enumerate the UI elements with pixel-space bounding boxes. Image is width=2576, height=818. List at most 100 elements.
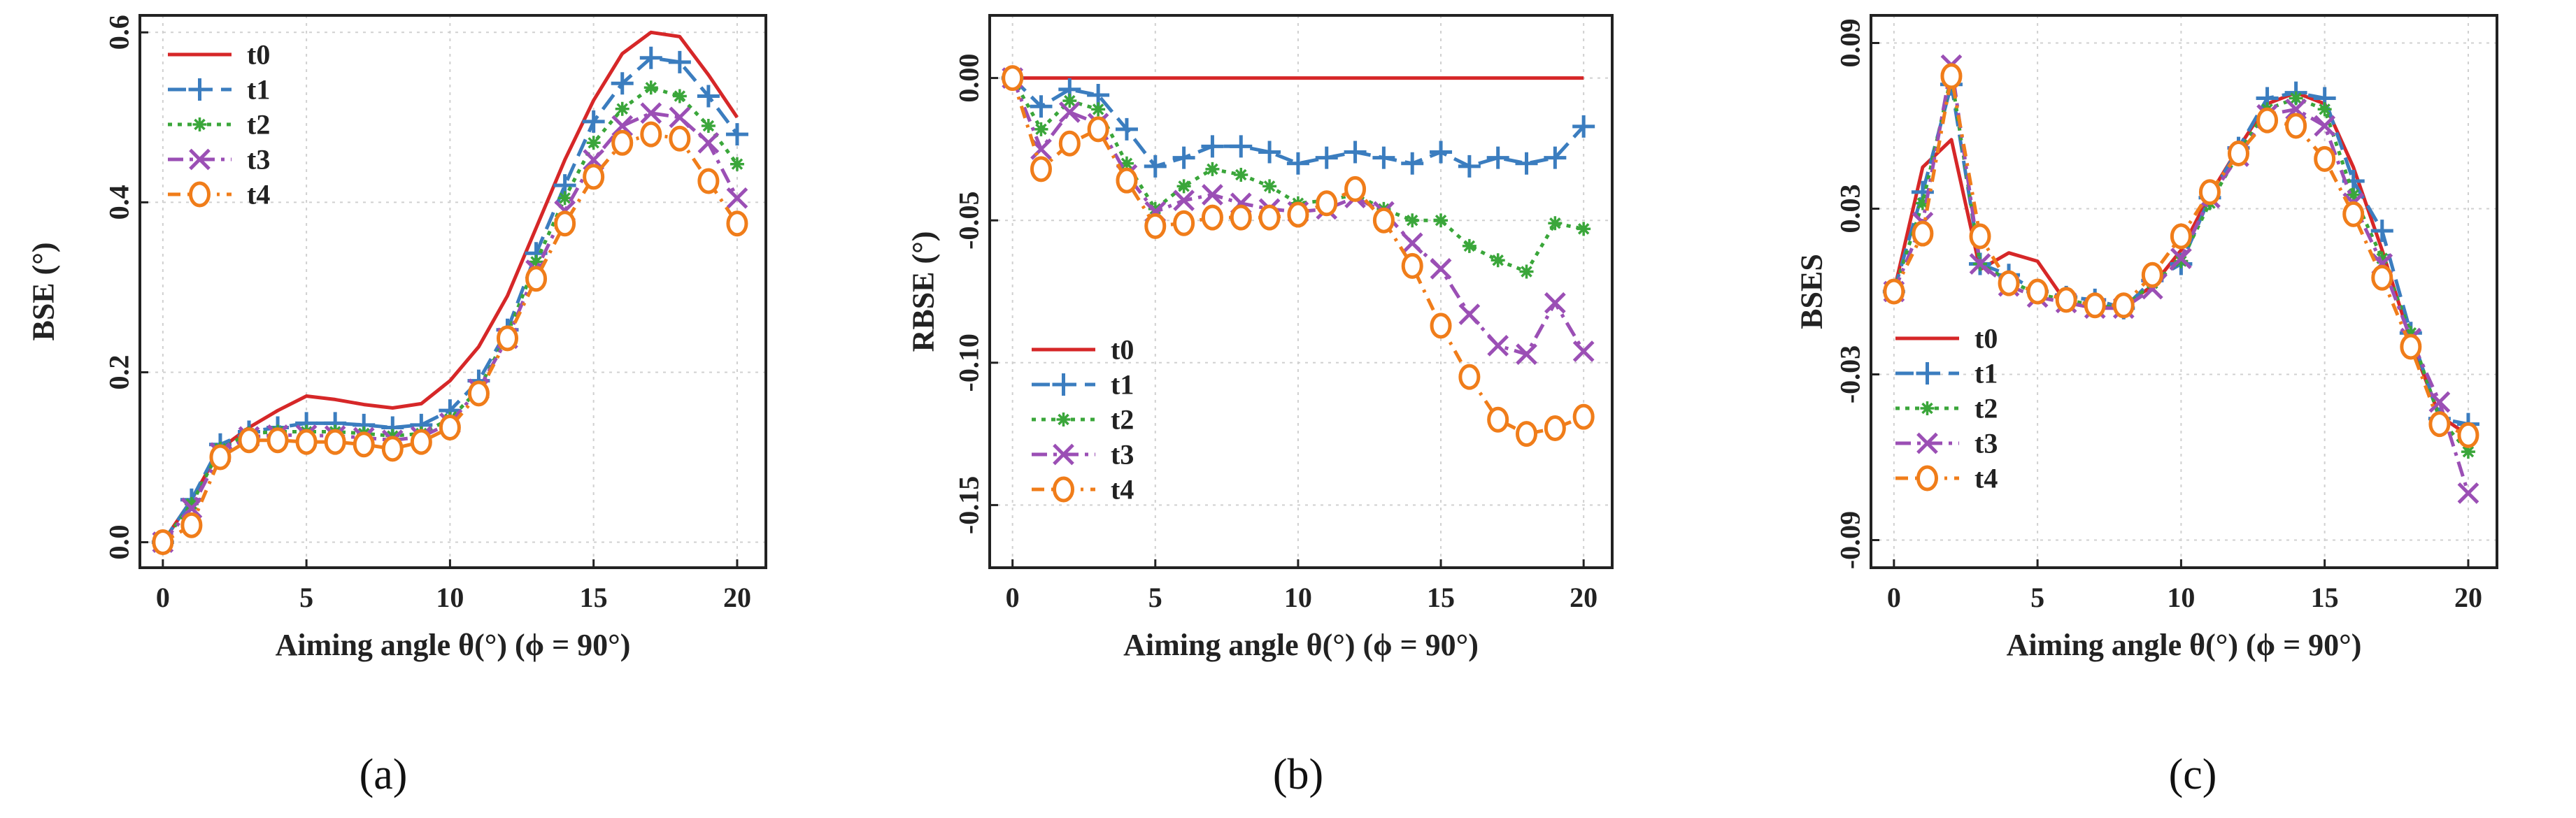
data-point-t4: [2457, 422, 2479, 448]
data-point-t1: [1315, 146, 1338, 169]
data-point-t3: [2457, 482, 2479, 504]
x-tick-label: 10: [2167, 582, 2195, 613]
data-point-t3: [1487, 335, 1509, 357]
x-tick-label: 0: [1006, 582, 1020, 613]
data-point-t2: [730, 157, 744, 171]
data-point-t4: [2055, 287, 2077, 313]
data-point-t4: [439, 414, 461, 440]
legend-label-t3: t3: [1974, 428, 1998, 459]
data-point-t4: [381, 436, 404, 462]
data-point-t1: [1372, 146, 1395, 169]
data-point-t4: [611, 129, 634, 156]
y-tick-label: 0.03: [1835, 185, 1866, 234]
data-point-t4: [1912, 220, 1934, 247]
y-tick-label: 0.6: [104, 15, 135, 50]
data-point-t1: [1115, 117, 1138, 141]
y-axis-label: BSE (°): [27, 242, 61, 340]
data-point-t4: [1883, 278, 1905, 305]
legend-label-t1: t1: [1111, 369, 1134, 401]
data-point-t2: [1205, 162, 1220, 176]
data-point-t4: [2428, 411, 2451, 438]
data-point-t2: [1519, 264, 1534, 279]
data-point-t3: [1969, 253, 1991, 275]
data-point-t4: [410, 429, 432, 455]
data-point-t3: [726, 187, 748, 209]
plot-frame: [988, 14, 1614, 569]
data-point-t1: [697, 85, 720, 108]
data-point-t4: [1258, 204, 1281, 231]
x-tick-label: 10: [1284, 582, 1312, 613]
data-point-t2: [1234, 168, 1248, 182]
panel-label: (c): [2169, 751, 2217, 798]
data-point-t4: [697, 168, 720, 194]
data-point-t4: [1230, 204, 1252, 231]
data-point-t1: [1572, 115, 1595, 138]
legend-label-t3: t3: [1111, 439, 1134, 471]
data-point-t4: [1487, 406, 1509, 433]
data-point-t4: [726, 210, 748, 237]
legend-marker-t1: [1052, 373, 1075, 396]
data-point-t4: [2342, 201, 2365, 227]
data-point-t2: [1034, 122, 1048, 136]
data-point-t3: [2314, 115, 2336, 137]
x-axis-label: Aiming angle θ(°) (ϕ = 90°): [2007, 628, 2362, 662]
series-markers-t4: [1883, 63, 2479, 448]
data-point-t2: [529, 254, 543, 269]
data-point-t4: [1316, 190, 1338, 217]
data-point-t1: [2370, 220, 2393, 243]
legend-label-t4: t4: [1974, 463, 1998, 494]
y-tick-label: -0.15: [953, 476, 985, 534]
data-point-t4: [467, 380, 490, 407]
data-point-t4: [2371, 264, 2393, 291]
legend-marker-t1: [1916, 362, 1939, 385]
data-point-t1: [1144, 155, 1167, 178]
series-markers-t4: [152, 121, 748, 556]
legend-label-t0: t0: [247, 39, 270, 71]
data-point-t2: [2375, 251, 2389, 266]
data-point-t4: [554, 210, 576, 237]
data-point-t3: [1030, 138, 1052, 160]
y-tick-label: -0.09: [1835, 511, 1866, 569]
data-point-t2: [615, 101, 629, 116]
data-point-t1: [639, 46, 662, 69]
legend-label-t2: t2: [1111, 404, 1134, 436]
data-point-t3: [583, 149, 605, 171]
data-point-t2: [1577, 222, 1591, 236]
data-point-t3: [1458, 303, 1481, 325]
data-point-t3: [697, 131, 720, 154]
data-point-t2: [2403, 326, 2418, 340]
data-point-t1: [1515, 152, 1538, 175]
data-point-t1: [1486, 146, 1509, 169]
data-point-t1: [1430, 141, 1453, 164]
plot-frame: [138, 14, 767, 569]
data-point-t4: [1998, 270, 2020, 296]
data-point-t1: [1544, 146, 1567, 169]
data-point-t3: [611, 115, 634, 137]
data-point-t2: [2174, 254, 2189, 268]
data-point-t1: [1230, 135, 1253, 158]
data-point-t3: [640, 102, 662, 124]
data-point-t4: [238, 427, 260, 454]
data-point-t2: [1915, 196, 1930, 210]
data-point-t4: [1287, 201, 1309, 228]
y-tick-label: 0.09: [1835, 19, 1866, 68]
chart-panel-1: 0 5 10 15 20 0.0 0.2 0.4 0.6 Aiming angle θ(°) (ϕ…: [27, 14, 767, 798]
legend-label-t0: t0: [1111, 334, 1134, 366]
legend-marker-t4: [189, 181, 211, 208]
data-point-t4: [1430, 313, 1452, 339]
data-point-t4: [1344, 175, 1367, 202]
legend-marker-t2: [192, 117, 207, 131]
legend-marker-t3: [1916, 432, 1938, 454]
data-point-t2: [1119, 156, 1134, 171]
legend-marker-t4: [1916, 465, 1938, 491]
data-point-t4: [353, 431, 375, 458]
data-point-t1: [1286, 152, 1309, 175]
data-point-t4: [1516, 421, 1538, 447]
data-point-t1: [1201, 135, 1224, 158]
data-point-t4: [295, 429, 318, 455]
data-point-t2: [1062, 94, 1077, 108]
chart-panel-3: 0 5 10 15 20 0.09 0.03 -0.03 -0.09 Aiming angle θ…: [1795, 14, 2498, 798]
data-point-t4: [1144, 213, 1167, 239]
y-tick-label: 0.00: [953, 54, 985, 103]
